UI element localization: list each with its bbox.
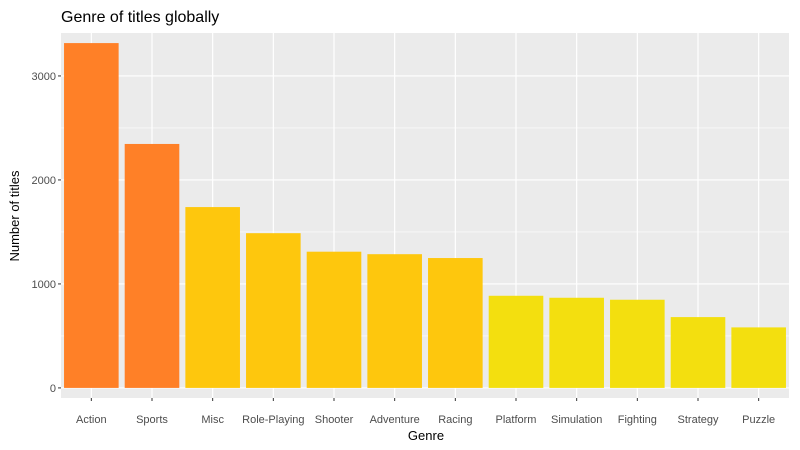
x-tick-label: Racing [438,414,472,426]
y-axis-title: Number of titles [7,170,22,262]
bar-action [64,43,119,388]
bar-fighting [610,299,665,388]
y-tick-label: 3000 [32,71,56,83]
x-tick-label: Fighting [618,414,657,426]
bar-strategy [670,317,726,388]
x-axis-title: Genre [408,428,444,443]
bar-sports [124,143,180,388]
y-axis-ticks: 0 1000 2000 3000 [32,71,61,395]
bar-shooter [306,251,362,388]
x-tick-label: Platform [496,414,537,426]
bar-role-playing [246,233,301,388]
bar-puzzle [731,327,786,388]
bar-platform [488,295,544,388]
x-tick-label: Puzzle [742,414,775,426]
x-axis-ticks: Action Sports Misc Role-Playing Shooter Adven… [76,398,775,426]
bar-adventure [367,254,422,388]
chart-title: Genre of titles globally [61,9,219,26]
y-tick-label: 0 [50,383,56,395]
bars [64,43,786,388]
bar-racing [428,258,483,388]
x-tick-label: Adventure [370,414,420,426]
x-tick-label: Misc [201,414,224,426]
x-tick-label: Strategy [678,414,719,426]
bar-simulation [549,297,604,388]
x-tick-label: Shooter [315,414,354,426]
x-tick-label: Action [76,414,107,426]
y-tick-label: 2000 [32,175,56,187]
x-tick-label: Role-Playing [242,414,304,426]
x-tick-label: Simulation [551,414,602,426]
plot-panel [61,33,789,398]
x-tick-label: Sports [136,414,168,426]
y-tick-label: 1000 [32,279,56,291]
bar-misc [185,207,240,388]
